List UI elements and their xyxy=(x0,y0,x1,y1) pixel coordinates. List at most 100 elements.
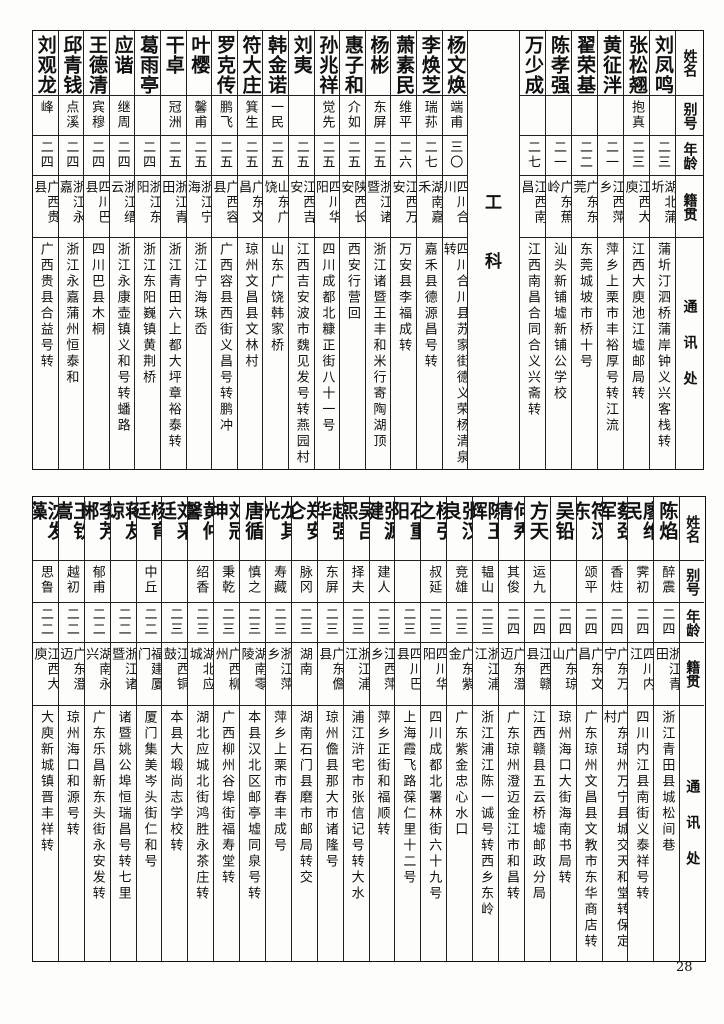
address-text: 四川成都北署林街六十九号 xyxy=(426,710,442,902)
alias-text: 宾穆 xyxy=(88,100,104,130)
name-text: 杨彬 xyxy=(367,35,390,75)
department-label: 工科 xyxy=(468,31,520,469)
age-text: 二四 xyxy=(140,140,156,170)
origin-cell: 浙江宁海 xyxy=(186,176,212,238)
name-cell: 张松翘 xyxy=(624,31,649,96)
address-cell: 广东乐昌新东头街永安发转 xyxy=(85,706,110,960)
origin-cell: 湖南零陵 xyxy=(240,643,266,706)
header-origin-cell: 籍贯 xyxy=(680,643,705,706)
origin-cell: 浙江浦江 xyxy=(343,643,369,706)
person-column: 邱青钱 点溪 二四 浙江永嘉 浙江永嘉蒲州恒泰和 xyxy=(58,31,85,469)
age-text: 二三 xyxy=(322,607,338,637)
name-cell: 杨引之 xyxy=(421,497,447,561)
alias-text: 脉冈 xyxy=(296,565,312,595)
address-text: 四川巴县木桐 xyxy=(88,242,104,338)
address-text: 广东乐昌新东头街永安发转 xyxy=(89,710,105,902)
name-text: 唐循 xyxy=(242,501,265,541)
name-cell: 廖维民 xyxy=(628,497,654,561)
origin-text: 浙江诸暨 xyxy=(365,180,391,225)
age-cell: 二三 xyxy=(650,136,675,176)
alias-text: 郁甫 xyxy=(89,565,105,595)
person-column: 韩金诺 一民 二五 山东广饶 山东广饶韩家桥 xyxy=(263,31,289,469)
name-text: 何秀清 xyxy=(499,501,524,541)
alias-cell: 冠洲 xyxy=(160,96,186,136)
age-text: 二二 xyxy=(141,607,157,637)
age-cell: 二四 xyxy=(499,603,524,643)
name-cell: 赵强华 xyxy=(317,497,343,561)
address-cell: 广东琼州万宁县城交天和堂转保定村 xyxy=(603,706,628,960)
address-cell: 萍乡上栗市春丰成号 xyxy=(266,706,291,960)
alias-cell: 建人 xyxy=(369,561,395,603)
age-text: 二三 xyxy=(270,607,286,637)
name-text: 王德清 xyxy=(85,35,108,95)
name-cell: 罗克传 xyxy=(212,31,237,96)
address-text: 江西吉安波市魏见发号转燕园村 xyxy=(293,242,309,466)
name-cell: 龙其光 xyxy=(266,497,291,561)
age-cell: 二六 xyxy=(391,136,416,176)
origin-text: 广西柳州 xyxy=(214,647,240,692)
age-text: 二四 xyxy=(633,607,649,637)
person-column: 郑安仑 脉冈 二三 湖南 湖南石门县磨市邮局转交 xyxy=(291,497,318,961)
alias-cell: 中丘 xyxy=(136,561,162,603)
person-column: 刘采廷 二三 江西铜鼓 本县大塅尚志学校转 xyxy=(162,497,189,961)
origin-cell: 四川内江 xyxy=(628,643,654,706)
age-cell: 二四 xyxy=(602,603,628,643)
alias-text: 瑞荪 xyxy=(421,100,437,130)
age-cell: 二五 xyxy=(288,136,314,176)
person-column: 杨文焕 端甫 三〇 四川合川 四川合川县苏家街德义荣杨清泉转 xyxy=(442,31,469,469)
alias-cell: 其俊 xyxy=(499,561,524,603)
address-text: 琼州文昌县文林村 xyxy=(242,242,258,370)
age-cell: 二三 xyxy=(240,603,266,643)
alias-cell: 点溪 xyxy=(58,96,84,136)
age-cell: 二四 xyxy=(33,136,58,176)
person-column: 刘凤鸣 二三 湖北蒲圻 蒲圻汀泗桥蒲岸钟义兴客栈转 xyxy=(650,31,676,469)
address-cell: 浙江永嘉蒲州恒泰和 xyxy=(59,238,84,468)
address-cell: 本县大塅尚志学校转 xyxy=(162,706,187,960)
origin-text: 广东儋县 xyxy=(317,647,343,692)
age-text: 二一 xyxy=(551,140,566,170)
name-text: 方天 xyxy=(526,501,549,541)
origin-text: 四川巴县 xyxy=(395,647,421,692)
name-text: 张源健 xyxy=(369,501,395,541)
origin-text: 江西南昌 xyxy=(520,180,545,225)
age-text: 二五 xyxy=(165,140,181,170)
name-text: 李焕芝 xyxy=(418,35,441,95)
origin-cell: 湖南永兴 xyxy=(84,643,110,706)
alias-cell: 鹏飞 xyxy=(212,96,237,136)
name-text: 惠子和 xyxy=(341,35,364,95)
person-column: 符大庄 箕生 二五 广东文昌 琼州文昌县文林村 xyxy=(237,31,264,469)
origin-text: 湖南 xyxy=(296,647,312,677)
alias-cell xyxy=(598,96,623,136)
person-column: 符汉东 颂平 二四 广东文昌 广东琼州文昌县文教市东华商店转 xyxy=(576,497,603,961)
name-text: 王钦嵩 xyxy=(58,501,84,541)
alias-text: 维平 xyxy=(396,100,412,130)
address-cell: 广东琼州澄迈金江市和昌转 xyxy=(499,706,524,960)
origin-cell: 广西容县 xyxy=(212,176,237,238)
name-text: 龙其光 xyxy=(266,501,291,541)
alias-cell: 香炷 xyxy=(602,561,628,603)
origin-text: 浙江诸暨 xyxy=(110,647,136,692)
alias-cell: 醉震 xyxy=(654,561,680,603)
alias-cell: 宾穆 xyxy=(84,96,109,136)
age-text: 二二 xyxy=(37,607,53,637)
address-text: 诸暨姚公埠恒瑞昌号转七里 xyxy=(115,710,131,902)
origin-text: 浙江青田 xyxy=(160,180,186,225)
origin-text: 四川内江 xyxy=(628,647,654,692)
origin-cell: 浙江东阳 xyxy=(135,176,160,238)
origin-cell: 广东澄迈 xyxy=(58,643,84,706)
alias-text: 叔延 xyxy=(426,565,442,595)
age-text: 二四 xyxy=(63,140,79,170)
person-column: 黄征泮 二一 江西萍乡 萍乡上栗市丰裕厚号转江流 xyxy=(598,31,624,469)
origin-cell: 浙江浦江 xyxy=(473,643,499,706)
origin-cell: 四川巴县 xyxy=(84,176,109,238)
address-cell: 四川内江县南街义泰祥号转 xyxy=(628,706,653,960)
address-text: 广东紫金忠心水口 xyxy=(452,710,468,838)
alias-cell: 箕生 xyxy=(237,96,263,136)
name-cell: 吴铅 xyxy=(550,497,576,561)
name-text: 干卓 xyxy=(162,35,185,75)
origin-cell: 广西贵县 xyxy=(33,176,58,238)
alias-text: 霁初 xyxy=(633,565,649,595)
age-text: 二五 xyxy=(242,140,258,170)
origin-cell: 浙江青田 xyxy=(654,643,680,706)
age-cell: 二一 xyxy=(598,136,623,176)
